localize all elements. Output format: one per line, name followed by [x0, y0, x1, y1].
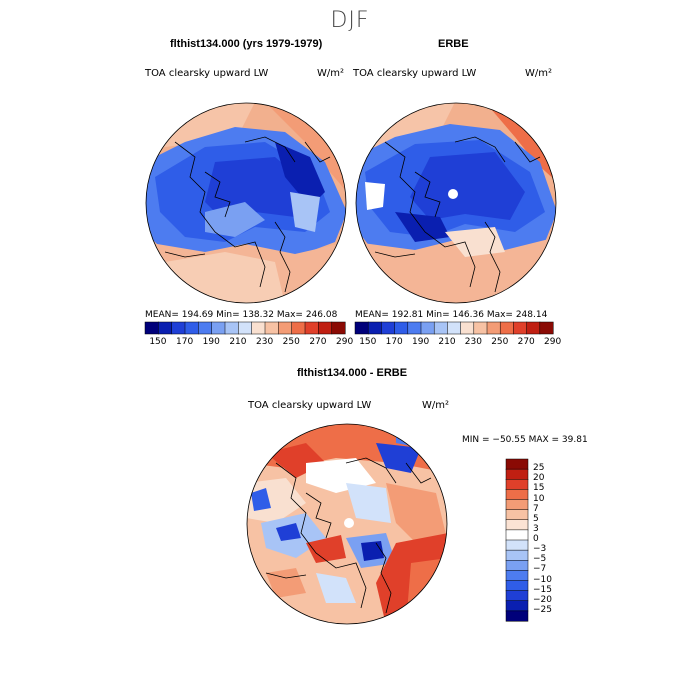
colorbar-swatch	[499, 321, 514, 335]
colorbar-swatch	[318, 321, 333, 335]
colorbar-tick-label: 210	[229, 337, 247, 347]
panel3-stats: MIN = −50.55 MAX = 39.81	[462, 435, 588, 445]
colorbar-swatch	[394, 321, 409, 335]
colorbar-swatch	[224, 321, 239, 335]
colorbar-swatch	[505, 499, 529, 511]
colorbar-swatch	[460, 321, 475, 335]
colorbar-tick-label: 150	[149, 337, 167, 347]
colorbar-swatch	[211, 321, 226, 335]
colorbar-swatch	[264, 321, 279, 335]
colorbar-swatch	[171, 321, 186, 335]
colorbar-tick-label: −10	[533, 574, 552, 585]
colorbar-swatch	[238, 321, 253, 335]
colorbar-swatch	[526, 321, 541, 335]
colorbar-tick-label: 290	[544, 337, 562, 347]
colorbar-swatch	[505, 509, 529, 521]
colorbar-swatch	[158, 321, 173, 335]
colorbar-tick-label: −15	[533, 584, 552, 595]
colorbar-swatch	[354, 321, 369, 335]
colorbar-tick-label: 10	[533, 493, 545, 504]
colorbar-tick-label: 7	[533, 503, 539, 514]
colorbar-swatch	[505, 529, 529, 541]
colorbar-swatch	[486, 321, 501, 335]
colorbar-swatch	[433, 321, 448, 335]
colorbar-swatch	[381, 321, 396, 335]
colorbar-swatch	[505, 570, 529, 582]
panel3-title: flthist134.000 - ERBE	[297, 367, 408, 379]
colorbar-swatch	[505, 549, 529, 561]
colorbar-tick-label: 25	[533, 463, 545, 474]
colorbar-tick-label: 270	[309, 337, 327, 347]
panel2-variable: TOA clearsky upward LW	[353, 68, 477, 79]
colorbar-tick-label: 0	[533, 534, 539, 544]
panel1-title: flthist134.000 (yrs 1979-1979)	[170, 38, 323, 50]
panel2-colorbar	[354, 321, 554, 335]
colorbar-swatch	[505, 600, 529, 612]
colorbar-tick-label: −25	[533, 604, 552, 615]
panel1-polar-map	[145, 102, 347, 304]
panel2-units: W/m²	[525, 68, 553, 79]
colorbar-swatch	[505, 458, 529, 470]
colorbar-tick-label: 150	[359, 337, 377, 347]
panel3-variable: TOA clearsky upward LW	[248, 400, 372, 411]
panel1-stats: MEAN= 194.69 Min= 138.32 Max= 246.08	[145, 310, 338, 320]
colorbar-swatch	[420, 321, 435, 335]
colorbar-tick-label: 170	[385, 337, 403, 347]
colorbar-tick-label: 15	[533, 483, 545, 494]
colorbar-swatch	[278, 321, 293, 335]
colorbar-tick-label: −7	[533, 564, 547, 575]
colorbar-swatch	[505, 580, 529, 592]
colorbar-tick-label: −5	[533, 554, 547, 565]
colorbar-swatch	[447, 321, 462, 335]
colorbar-swatch	[304, 321, 319, 335]
colorbar-swatch	[505, 468, 529, 480]
colorbar-tick-label: 290	[336, 337, 354, 347]
colorbar-tick-label: 5	[533, 513, 539, 524]
season-title: DJF	[330, 8, 370, 33]
colorbar-tick-label: 250	[282, 337, 300, 347]
panel1-variable: TOA clearsky upward LW	[145, 68, 269, 79]
colorbar-tick-label: 190	[202, 337, 220, 347]
colorbar-swatch	[144, 321, 159, 335]
colorbar-tick-label: 170	[176, 337, 194, 347]
colorbar-swatch	[331, 321, 346, 335]
panel1-units: W/m²	[317, 68, 345, 79]
colorbar-tick-label: −20	[533, 594, 552, 605]
colorbar-tick-label: −3	[533, 544, 547, 555]
panel2-stats: MEAN= 192.81 Min= 146.36 Max= 248.14	[355, 310, 548, 320]
colorbar-swatch	[198, 321, 213, 335]
colorbar-tick-label: 250	[491, 337, 509, 347]
colorbar-tick-label: 190	[412, 337, 430, 347]
colorbar-tick-label: 3	[533, 523, 539, 534]
panel3-polar-map	[246, 423, 448, 625]
panel2-title: ERBE	[438, 38, 469, 50]
colorbar-swatch	[505, 519, 529, 531]
colorbar-swatch	[505, 610, 529, 622]
colorbar-tick-label: 230	[464, 337, 482, 347]
panel2-polar-map	[355, 102, 557, 304]
colorbar-swatch	[407, 321, 422, 335]
colorbar-tick-label: 20	[533, 473, 545, 484]
colorbar-swatch	[473, 321, 488, 335]
colorbar-swatch	[539, 321, 554, 335]
panel3-units: W/m²	[422, 400, 450, 411]
colorbar-swatch	[291, 321, 306, 335]
colorbar-swatch	[505, 489, 529, 501]
colorbar-swatch	[505, 560, 529, 571]
panel1-colorbar	[144, 321, 346, 335]
colorbar-swatch	[184, 321, 199, 335]
colorbar-tick-label: 270	[517, 337, 535, 347]
colorbar-tick-label: 210	[438, 337, 456, 347]
colorbar-swatch	[505, 590, 529, 602]
colorbar-swatch	[505, 479, 529, 490]
panel3-colorbar	[505, 458, 529, 622]
colorbar-swatch	[251, 321, 266, 335]
colorbar-swatch	[513, 321, 528, 335]
colorbar-tick-label: 230	[256, 337, 274, 347]
colorbar-swatch	[367, 321, 382, 335]
colorbar-swatch	[505, 539, 529, 551]
